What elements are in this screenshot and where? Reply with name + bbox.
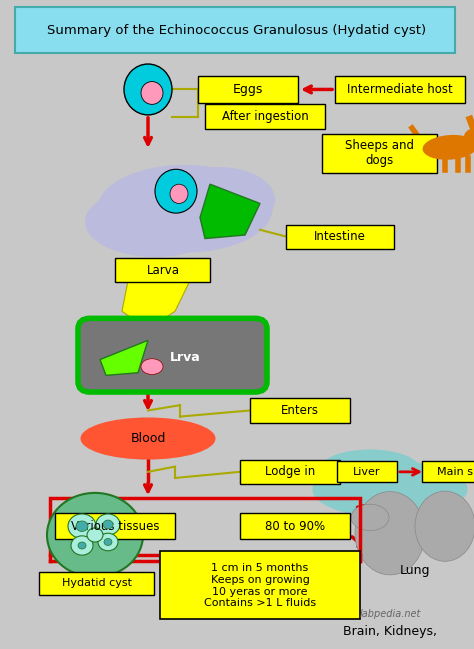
Circle shape — [68, 514, 96, 539]
Circle shape — [96, 514, 120, 535]
Text: Lrva: Lrva — [170, 351, 201, 364]
Circle shape — [47, 493, 143, 577]
Ellipse shape — [423, 135, 474, 160]
FancyBboxPatch shape — [78, 319, 267, 392]
Circle shape — [104, 539, 112, 546]
FancyBboxPatch shape — [205, 104, 325, 129]
Ellipse shape — [141, 359, 163, 374]
Ellipse shape — [170, 184, 188, 204]
Text: Enters: Enters — [281, 404, 319, 417]
Ellipse shape — [464, 128, 474, 145]
Text: Larva: Larva — [146, 263, 180, 276]
Text: Various tissues: Various tissues — [71, 520, 159, 533]
Ellipse shape — [312, 461, 467, 518]
Polygon shape — [122, 280, 190, 329]
Text: Blood: Blood — [130, 432, 166, 445]
FancyBboxPatch shape — [198, 77, 298, 103]
Polygon shape — [100, 340, 148, 375]
Ellipse shape — [141, 82, 163, 104]
FancyBboxPatch shape — [240, 459, 340, 484]
Text: Summary of the Echinococcus Granulosus (Hydatid cyst): Summary of the Echinococcus Granulosus (… — [47, 24, 427, 37]
Ellipse shape — [351, 504, 389, 531]
Text: Intermediate host: Intermediate host — [347, 83, 453, 96]
FancyBboxPatch shape — [116, 258, 210, 282]
Polygon shape — [200, 184, 260, 239]
FancyBboxPatch shape — [422, 461, 474, 482]
Ellipse shape — [165, 167, 275, 233]
Ellipse shape — [415, 491, 474, 561]
Ellipse shape — [320, 450, 420, 489]
FancyBboxPatch shape — [15, 7, 455, 53]
FancyBboxPatch shape — [160, 551, 360, 619]
Text: labpedia.net: labpedia.net — [359, 609, 421, 619]
Ellipse shape — [355, 491, 425, 575]
Ellipse shape — [124, 64, 172, 115]
Text: Brain, Kidneys,: Brain, Kidneys, — [343, 625, 437, 638]
Circle shape — [98, 533, 118, 551]
Text: Liver: Liver — [353, 467, 381, 477]
FancyBboxPatch shape — [240, 513, 350, 539]
Text: Sheeps and
dogs: Sheeps and dogs — [346, 140, 414, 167]
FancyBboxPatch shape — [39, 572, 155, 594]
FancyBboxPatch shape — [55, 513, 175, 539]
Ellipse shape — [85, 187, 225, 257]
FancyBboxPatch shape — [335, 77, 465, 103]
Circle shape — [76, 521, 88, 532]
Text: Eggs: Eggs — [233, 83, 263, 96]
Text: Lung: Lung — [400, 563, 430, 576]
Text: Main site: Main site — [437, 467, 474, 477]
FancyBboxPatch shape — [286, 225, 394, 249]
Text: After ingestion: After ingestion — [222, 110, 309, 123]
Ellipse shape — [155, 169, 197, 213]
Text: 80 to 90%: 80 to 90% — [265, 520, 325, 533]
FancyBboxPatch shape — [337, 461, 397, 482]
Text: Hydatid cyst: Hydatid cyst — [62, 578, 132, 588]
Text: 1 cm in 5 months
Keeps on growing
10 yeras or more
Contains >1 L fluids: 1 cm in 5 months Keeps on growing 10 yer… — [204, 563, 316, 608]
Circle shape — [103, 520, 113, 529]
Circle shape — [78, 542, 86, 549]
Text: Lodge in: Lodge in — [265, 465, 315, 478]
Circle shape — [87, 528, 103, 542]
Text: Intestine: Intestine — [314, 230, 366, 243]
Circle shape — [71, 536, 93, 555]
Ellipse shape — [98, 165, 273, 252]
FancyBboxPatch shape — [322, 134, 438, 173]
FancyBboxPatch shape — [250, 398, 350, 422]
Ellipse shape — [81, 417, 216, 459]
